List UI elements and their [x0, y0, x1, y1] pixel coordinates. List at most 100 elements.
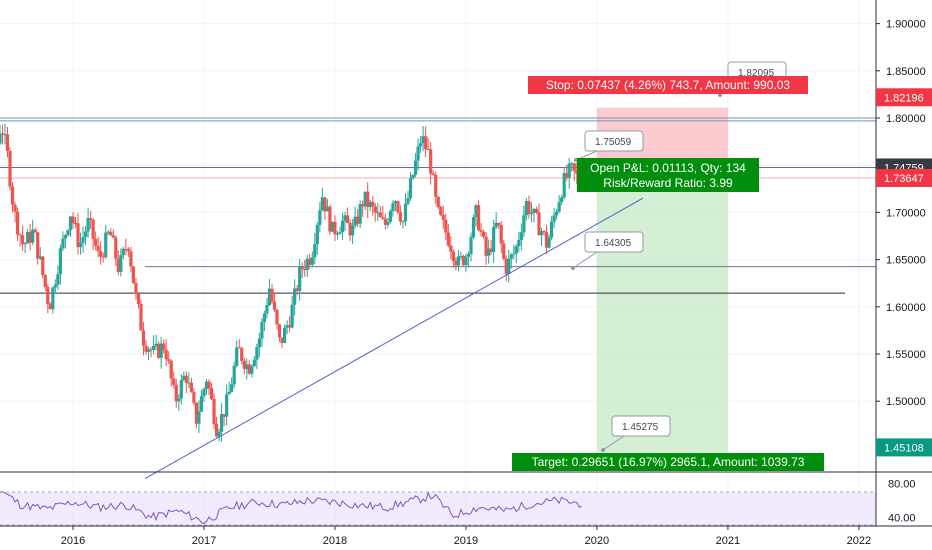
candle-body	[497, 222, 501, 225]
candle-body	[348, 222, 352, 236]
candle-body	[146, 349, 151, 352]
candle-body	[303, 268, 307, 271]
candle-body	[507, 258, 511, 275]
candle-body	[267, 288, 272, 306]
candle-body	[476, 205, 481, 231]
candle-body	[489, 248, 493, 252]
candle-body	[406, 198, 410, 204]
candle-body	[441, 214, 445, 220]
price-tick-label: 1.85000	[886, 66, 926, 78]
candle-body	[101, 256, 105, 258]
candle-body	[192, 391, 196, 403]
candle-body	[547, 237, 551, 248]
candle-body	[172, 378, 176, 385]
candle-body	[240, 348, 244, 361]
candle-body	[403, 203, 408, 222]
time-tick-label: 2022	[847, 535, 871, 547]
candle-body	[318, 210, 322, 225]
callout-anchor	[601, 448, 605, 452]
candle-body	[288, 325, 292, 328]
candle-body	[310, 257, 314, 265]
candle-body	[290, 304, 294, 328]
candle-body	[157, 343, 161, 358]
candle-body	[350, 225, 355, 236]
candle-body	[48, 304, 52, 310]
candle-body	[0, 133, 2, 144]
candle-body	[23, 243, 27, 245]
candle-body	[104, 232, 108, 258]
candle-body	[177, 398, 181, 402]
candle-body	[570, 163, 574, 165]
candle-body	[320, 197, 324, 211]
candle-body	[328, 206, 332, 232]
trendline[interactable]	[144, 197, 644, 480]
candle-body	[575, 170, 579, 174]
candle-body	[0, 133, 5, 135]
candle-body	[174, 384, 178, 402]
candle-body	[126, 248, 131, 252]
candlesticks	[0, 123, 591, 442]
candle-body	[220, 414, 224, 432]
candle-body	[298, 266, 302, 291]
candle-body	[439, 206, 443, 215]
candle-body	[149, 349, 153, 351]
rsi-tick-label: 80.00	[888, 479, 916, 491]
candle-body	[376, 212, 380, 214]
candle-body	[479, 230, 483, 232]
candle-body	[151, 345, 156, 350]
candle-body	[549, 221, 554, 238]
candle-body	[255, 347, 259, 360]
candle-body	[280, 337, 284, 343]
candle-body	[529, 212, 534, 215]
candle-body	[502, 243, 506, 259]
price-tag-label: 1.45108	[884, 442, 924, 454]
candle-body	[494, 222, 498, 228]
time-tick-label: 2020	[585, 535, 609, 547]
candle-body	[451, 251, 455, 261]
candle-body	[378, 212, 382, 218]
candle-body	[56, 274, 60, 285]
candle-body	[139, 303, 143, 331]
candle-body	[33, 229, 37, 233]
candle-body	[330, 221, 335, 232]
candle-body	[557, 202, 561, 212]
candle-body	[225, 394, 229, 417]
candle-body	[124, 248, 128, 250]
candle-body	[282, 327, 287, 343]
candle-body	[456, 256, 460, 266]
candle-body	[121, 248, 125, 256]
candle-body	[368, 202, 372, 208]
time-tick-label: 2018	[323, 535, 347, 547]
candle-body	[204, 381, 209, 389]
candle-body	[89, 217, 93, 220]
candle-body	[194, 402, 199, 424]
candle-body	[207, 381, 211, 389]
candle-body	[129, 251, 133, 267]
candle-body	[492, 227, 496, 252]
candle-body	[555, 211, 559, 216]
candle-body	[5, 134, 10, 152]
candle-body	[343, 215, 347, 221]
candle-body	[416, 146, 420, 161]
price-tick-label: 1.60000	[886, 302, 926, 314]
candle-body	[162, 343, 166, 350]
candle-body	[257, 338, 261, 348]
candle-body	[78, 242, 83, 248]
candle-body	[184, 375, 188, 383]
candle-body	[250, 365, 254, 374]
candle-body	[237, 347, 241, 349]
candle-body	[199, 396, 204, 412]
candle-body	[411, 174, 415, 179]
pnl-label: Open P&L: 0.01113, Qty: 134	[590, 161, 746, 175]
candle-body	[109, 231, 113, 236]
candle-body	[272, 301, 277, 310]
rsi-line	[0, 491, 583, 525]
candle-body	[398, 212, 403, 222]
risk-reward-label: Risk/Reward Ratio: 3.99	[603, 176, 733, 190]
candle-body	[53, 284, 57, 288]
candle-body	[232, 365, 236, 385]
candle-body	[436, 196, 440, 207]
candle-body	[66, 230, 70, 236]
candle-body	[522, 215, 526, 233]
